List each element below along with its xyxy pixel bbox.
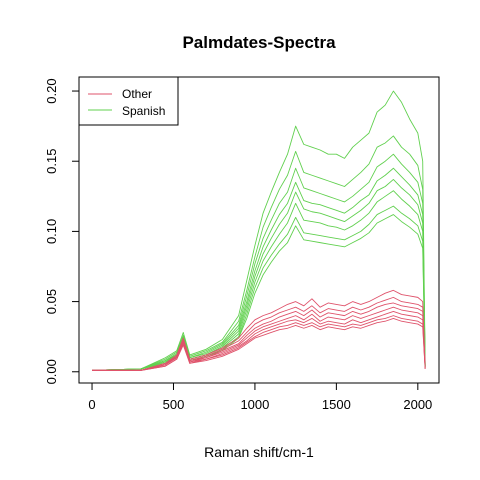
series-line-other-8 — [92, 289, 426, 371]
chart-title: Palmdates-Spectra — [182, 33, 336, 52]
x-axis: 0 500 1000 1500 2000 — [88, 382, 432, 412]
series-line-other-12 — [92, 310, 426, 371]
x-tick-label: 1000 — [240, 397, 269, 412]
series-line-spanish-2 — [92, 153, 426, 371]
legend-box — [78, 76, 179, 126]
x-tick-label: 0 — [88, 397, 95, 412]
legend: Other Spanish — [78, 76, 179, 126]
y-axis: 0.00 0.05 0.10 0.15 0.20 — [44, 78, 80, 384]
series-line-other-13 — [92, 315, 426, 371]
x-tick-label: 1500 — [322, 397, 351, 412]
y-tick-label: 0.10 — [44, 219, 59, 244]
series-layer — [92, 90, 426, 371]
series-line-other-14 — [92, 317, 426, 371]
series-line-spanish-0 — [92, 90, 426, 371]
x-axis-label: Raman shift/cm-1 — [204, 444, 314, 460]
legend-label-spanish: Spanish — [122, 104, 165, 118]
y-tick-label: 0.15 — [44, 149, 59, 174]
y-tick-label: 0.05 — [44, 289, 59, 314]
series-line-spanish-3 — [92, 167, 426, 371]
series-line-other-9 — [92, 296, 426, 371]
y-tick-label: 0.20 — [44, 78, 59, 103]
x-tick-label: 2000 — [403, 397, 432, 412]
series-line-other-11 — [92, 306, 426, 371]
x-tick-label: 500 — [163, 397, 185, 412]
y-tick-label: 0.00 — [44, 359, 59, 384]
series-line-other-10 — [92, 302, 426, 371]
legend-label-other: Other — [122, 87, 152, 101]
series-line-spanish-1 — [92, 135, 426, 371]
